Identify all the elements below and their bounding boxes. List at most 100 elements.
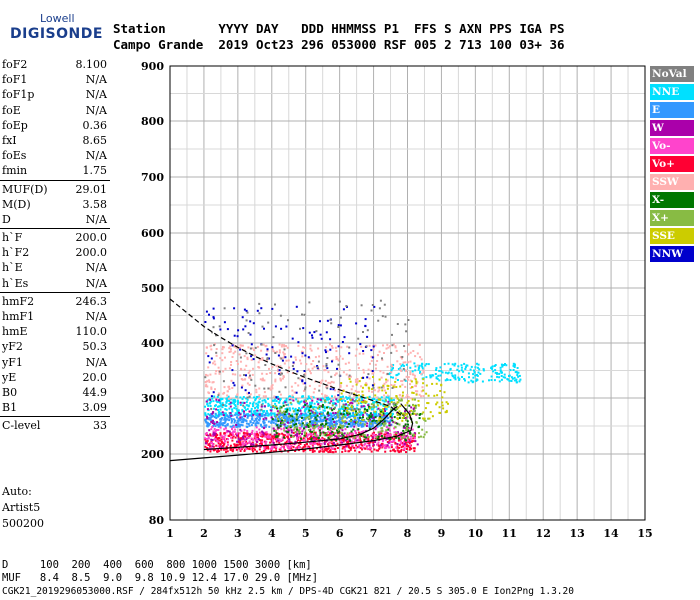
echo-point — [314, 418, 317, 421]
echo-point — [386, 420, 389, 423]
param-name: foF1 — [2, 73, 28, 87]
echo-point — [395, 349, 398, 352]
echo-point — [271, 348, 274, 351]
echo-point — [301, 432, 303, 435]
echo-point — [226, 394, 229, 397]
echo-point — [253, 420, 256, 422]
echo-point — [248, 376, 251, 379]
echo-point — [328, 449, 331, 452]
echo-point — [304, 434, 307, 437]
echo-point — [309, 417, 312, 420]
echo-point — [325, 365, 328, 368]
echo-point — [245, 401, 248, 404]
echo-point — [381, 357, 383, 360]
echo-point — [385, 429, 388, 432]
echo-point — [275, 440, 278, 443]
echo-point — [223, 436, 225, 439]
echo-point — [322, 397, 325, 400]
echo-point — [402, 445, 405, 448]
echo-point — [270, 421, 273, 424]
echo-point — [274, 396, 277, 399]
echo-point — [312, 411, 314, 414]
echo-point — [368, 405, 371, 408]
echo-point — [204, 413, 207, 416]
echo-point — [226, 450, 229, 453]
echo-point — [407, 400, 410, 402]
echo-point — [224, 414, 226, 417]
echo-point — [263, 387, 266, 390]
echo-point — [241, 424, 244, 427]
echo-point — [383, 433, 386, 436]
echo-point — [217, 450, 220, 453]
echo-point — [294, 434, 297, 437]
echo-point — [492, 370, 495, 373]
echo-point — [221, 352, 224, 355]
echo-point — [257, 434, 260, 437]
echo-point — [312, 396, 315, 399]
echo-point — [299, 359, 302, 362]
echo-point — [516, 367, 519, 369]
echo-point — [213, 395, 216, 398]
echo-point — [220, 412, 223, 415]
echo-point — [215, 408, 218, 411]
echo-point — [407, 343, 410, 346]
echo-point — [284, 418, 287, 420]
echo-point — [385, 444, 387, 447]
echo-point — [255, 391, 258, 394]
legend-item: Vo+ — [650, 156, 694, 172]
echo-point — [418, 417, 421, 420]
echo-point — [355, 322, 358, 325]
echo-point — [362, 399, 365, 402]
echo-point — [372, 397, 375, 400]
echo-point — [262, 419, 265, 422]
echo-point — [205, 352, 208, 355]
echo-point — [441, 371, 444, 374]
echo-point — [353, 420, 356, 423]
echo-point — [258, 312, 261, 315]
echo-point — [205, 432, 208, 434]
echo-point — [341, 416, 343, 419]
echo-point — [421, 428, 424, 431]
echo-point — [308, 438, 311, 440]
echo-point — [404, 404, 407, 407]
echo-point — [438, 379, 441, 382]
echo-point — [368, 407, 371, 410]
y-tick-label: 200 — [141, 448, 164, 461]
echo-point — [361, 401, 364, 403]
echo-point — [360, 405, 363, 408]
echo-point — [325, 396, 328, 399]
echo-point — [454, 374, 457, 377]
echo-point — [355, 444, 358, 447]
echo-point — [419, 356, 422, 359]
echo-point — [247, 422, 250, 425]
echo-point — [286, 425, 289, 428]
param-row: foF1p N/A — [0, 87, 110, 102]
legend-item: Vo- — [650, 138, 694, 154]
echo-point — [268, 387, 271, 390]
echo-point — [399, 368, 402, 371]
echo-point — [245, 440, 248, 443]
echo-point — [411, 398, 414, 401]
echo-point — [248, 369, 251, 372]
echo-point — [273, 399, 276, 402]
echo-point — [423, 418, 426, 421]
echo-point — [436, 394, 439, 397]
echo-point — [293, 419, 296, 422]
echo-point — [302, 327, 305, 330]
echo-point — [259, 444, 262, 446]
echo-point — [248, 441, 251, 444]
echo-point — [243, 374, 245, 376]
echo-point — [401, 416, 404, 419]
echo-point — [371, 390, 374, 393]
echo-point — [390, 446, 393, 449]
echo-point — [241, 410, 244, 413]
echo-point — [399, 385, 402, 388]
echo-point — [243, 378, 246, 381]
echo-point — [382, 444, 385, 447]
echo-point — [327, 436, 330, 439]
echo-point — [429, 374, 432, 377]
echo-point — [212, 411, 215, 414]
echo-point — [239, 413, 242, 416]
echo-point — [242, 404, 245, 407]
echo-point — [296, 412, 298, 415]
